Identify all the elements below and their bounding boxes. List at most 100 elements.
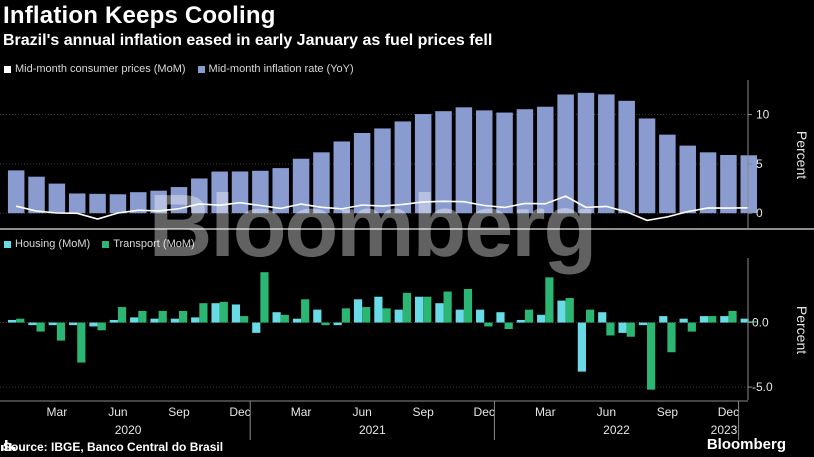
bar-yoy: [516, 109, 534, 214]
bar-housing: [394, 309, 403, 323]
x-tick-label-year: 2020: [115, 423, 142, 437]
bar-transport: [301, 299, 310, 323]
chart-title: Inflation Keeps Cooling: [3, 2, 276, 29]
x-tick-label-month: Dec: [474, 405, 495, 419]
bar-housing: [720, 316, 729, 323]
bar-yoy: [272, 168, 289, 214]
x-tick-label-month: Jun: [108, 405, 127, 419]
watermark-text: Bloomberg: [149, 176, 595, 275]
bar-yoy: [618, 100, 635, 214]
bar-chart-icon: [1, 440, 16, 451]
y-tick-label-bottom: -5.0: [752, 380, 773, 394]
bar-housing: [48, 322, 57, 326]
mom-line: [15, 195, 749, 222]
bar-housing: [496, 312, 505, 323]
bar-housing: [109, 319, 118, 323]
bar-housing: [231, 304, 241, 323]
bar-yoy: [435, 111, 452, 214]
bar-housing: [150, 318, 159, 323]
bar-housing: [557, 300, 566, 323]
bar-transport: [178, 310, 188, 323]
bar-yoy: [150, 190, 167, 214]
bar-transport: [158, 310, 167, 323]
bar-housing: [28, 322, 37, 326]
bar-housing: [374, 296, 383, 323]
bar-yoy: [353, 132, 371, 214]
legend-label-housing: Housing (MoM): [15, 238, 91, 250]
legend-swatch-mom: [4, 65, 11, 73]
y-tick-label-top: 0: [756, 206, 763, 220]
bar-housing: [598, 312, 607, 323]
bar-transport: [341, 308, 350, 323]
bar-transport: [16, 318, 25, 323]
bottom-legend: Housing (MoM) Transport (MoM): [4, 237, 207, 251]
bar-housing: [211, 303, 220, 323]
bar-transport: [97, 322, 106, 331]
x-axis: Mar Jun Sep Dec Mar Jun Sep Dec Mar Jun Sep Dec 2020…: [0, 400, 748, 440]
legend-swatch-housing: [4, 240, 11, 248]
bar-transport: [382, 308, 391, 323]
bar-housing: [69, 322, 78, 326]
chart-subtitle: Brazil's annual inflation eased in early…: [3, 32, 493, 49]
x-tick-label-month: Sep: [657, 405, 679, 419]
bar-transport: [280, 314, 289, 323]
bar-yoy: [48, 183, 66, 214]
bar-yoy: [720, 154, 737, 214]
bar-transport: [748, 321, 757, 323]
bar-transport: [708, 316, 717, 323]
legend-swatch-transport: [102, 240, 110, 248]
bar-transport: [36, 322, 45, 332]
bar-transport: [545, 277, 554, 323]
bar-housing: [333, 322, 342, 326]
bar-housing: [679, 318, 688, 323]
bar-yoy: [496, 112, 513, 214]
bar-housing: [455, 309, 464, 323]
top-legend: Mid-month consumer prices (MoM) Mid-mont…: [4, 62, 366, 76]
bar-housing: [272, 312, 281, 323]
bar-transport: [117, 307, 127, 323]
bar-transport: [687, 322, 696, 332]
bar-transport: [240, 316, 249, 323]
top-axis: 0 5 10 Percent: [747, 80, 810, 228]
bar-housing: [740, 318, 749, 323]
y-axis-label-top: Percent: [794, 131, 810, 179]
bar-transport: [362, 307, 371, 323]
x-tick-label-month: Jun: [352, 405, 371, 419]
bar-yoy: [598, 94, 615, 214]
bar-yoy: [374, 128, 391, 214]
bar-transport: [585, 309, 595, 323]
bar-yoy: [394, 121, 412, 214]
bar-housing: [659, 316, 668, 323]
bar-yoy: [475, 110, 493, 214]
bar-transport: [56, 322, 66, 341]
bar-housing: [476, 309, 485, 323]
top-bars: [7, 92, 758, 214]
bar-housing: [435, 303, 444, 323]
bar-yoy: [740, 155, 758, 214]
bar-transport: [423, 296, 432, 323]
bottom-gridlines: [0, 322, 748, 388]
legend-item-transport: Transport (MoM): [102, 238, 195, 250]
bottom-bars: [7, 272, 757, 390]
bar-yoy: [7, 170, 25, 214]
x-tick-label-month: Jun: [597, 405, 616, 419]
bar-housing: [516, 319, 525, 323]
x-tick-label-month: Mar: [291, 405, 312, 419]
y-tick-label-top: 10: [756, 108, 770, 122]
bar-transport: [728, 310, 737, 323]
bar-housing: [353, 299, 363, 323]
bar-transport: [484, 322, 493, 327]
legend-item-yoy: Mid-month inflation rate (YoY): [197, 63, 354, 75]
bar-transport: [504, 322, 513, 329]
x-tick-label-month: Mar: [47, 405, 68, 419]
bar-yoy: [679, 145, 696, 214]
bar-transport: [524, 309, 534, 323]
legend-swatch-yoy: [197, 65, 205, 73]
bar-transport: [626, 322, 635, 337]
bar-housing: [414, 296, 424, 323]
bar-yoy: [414, 114, 432, 214]
bar-yoy: [455, 107, 473, 214]
bar-housing: [292, 318, 302, 323]
bar-transport: [138, 310, 147, 323]
